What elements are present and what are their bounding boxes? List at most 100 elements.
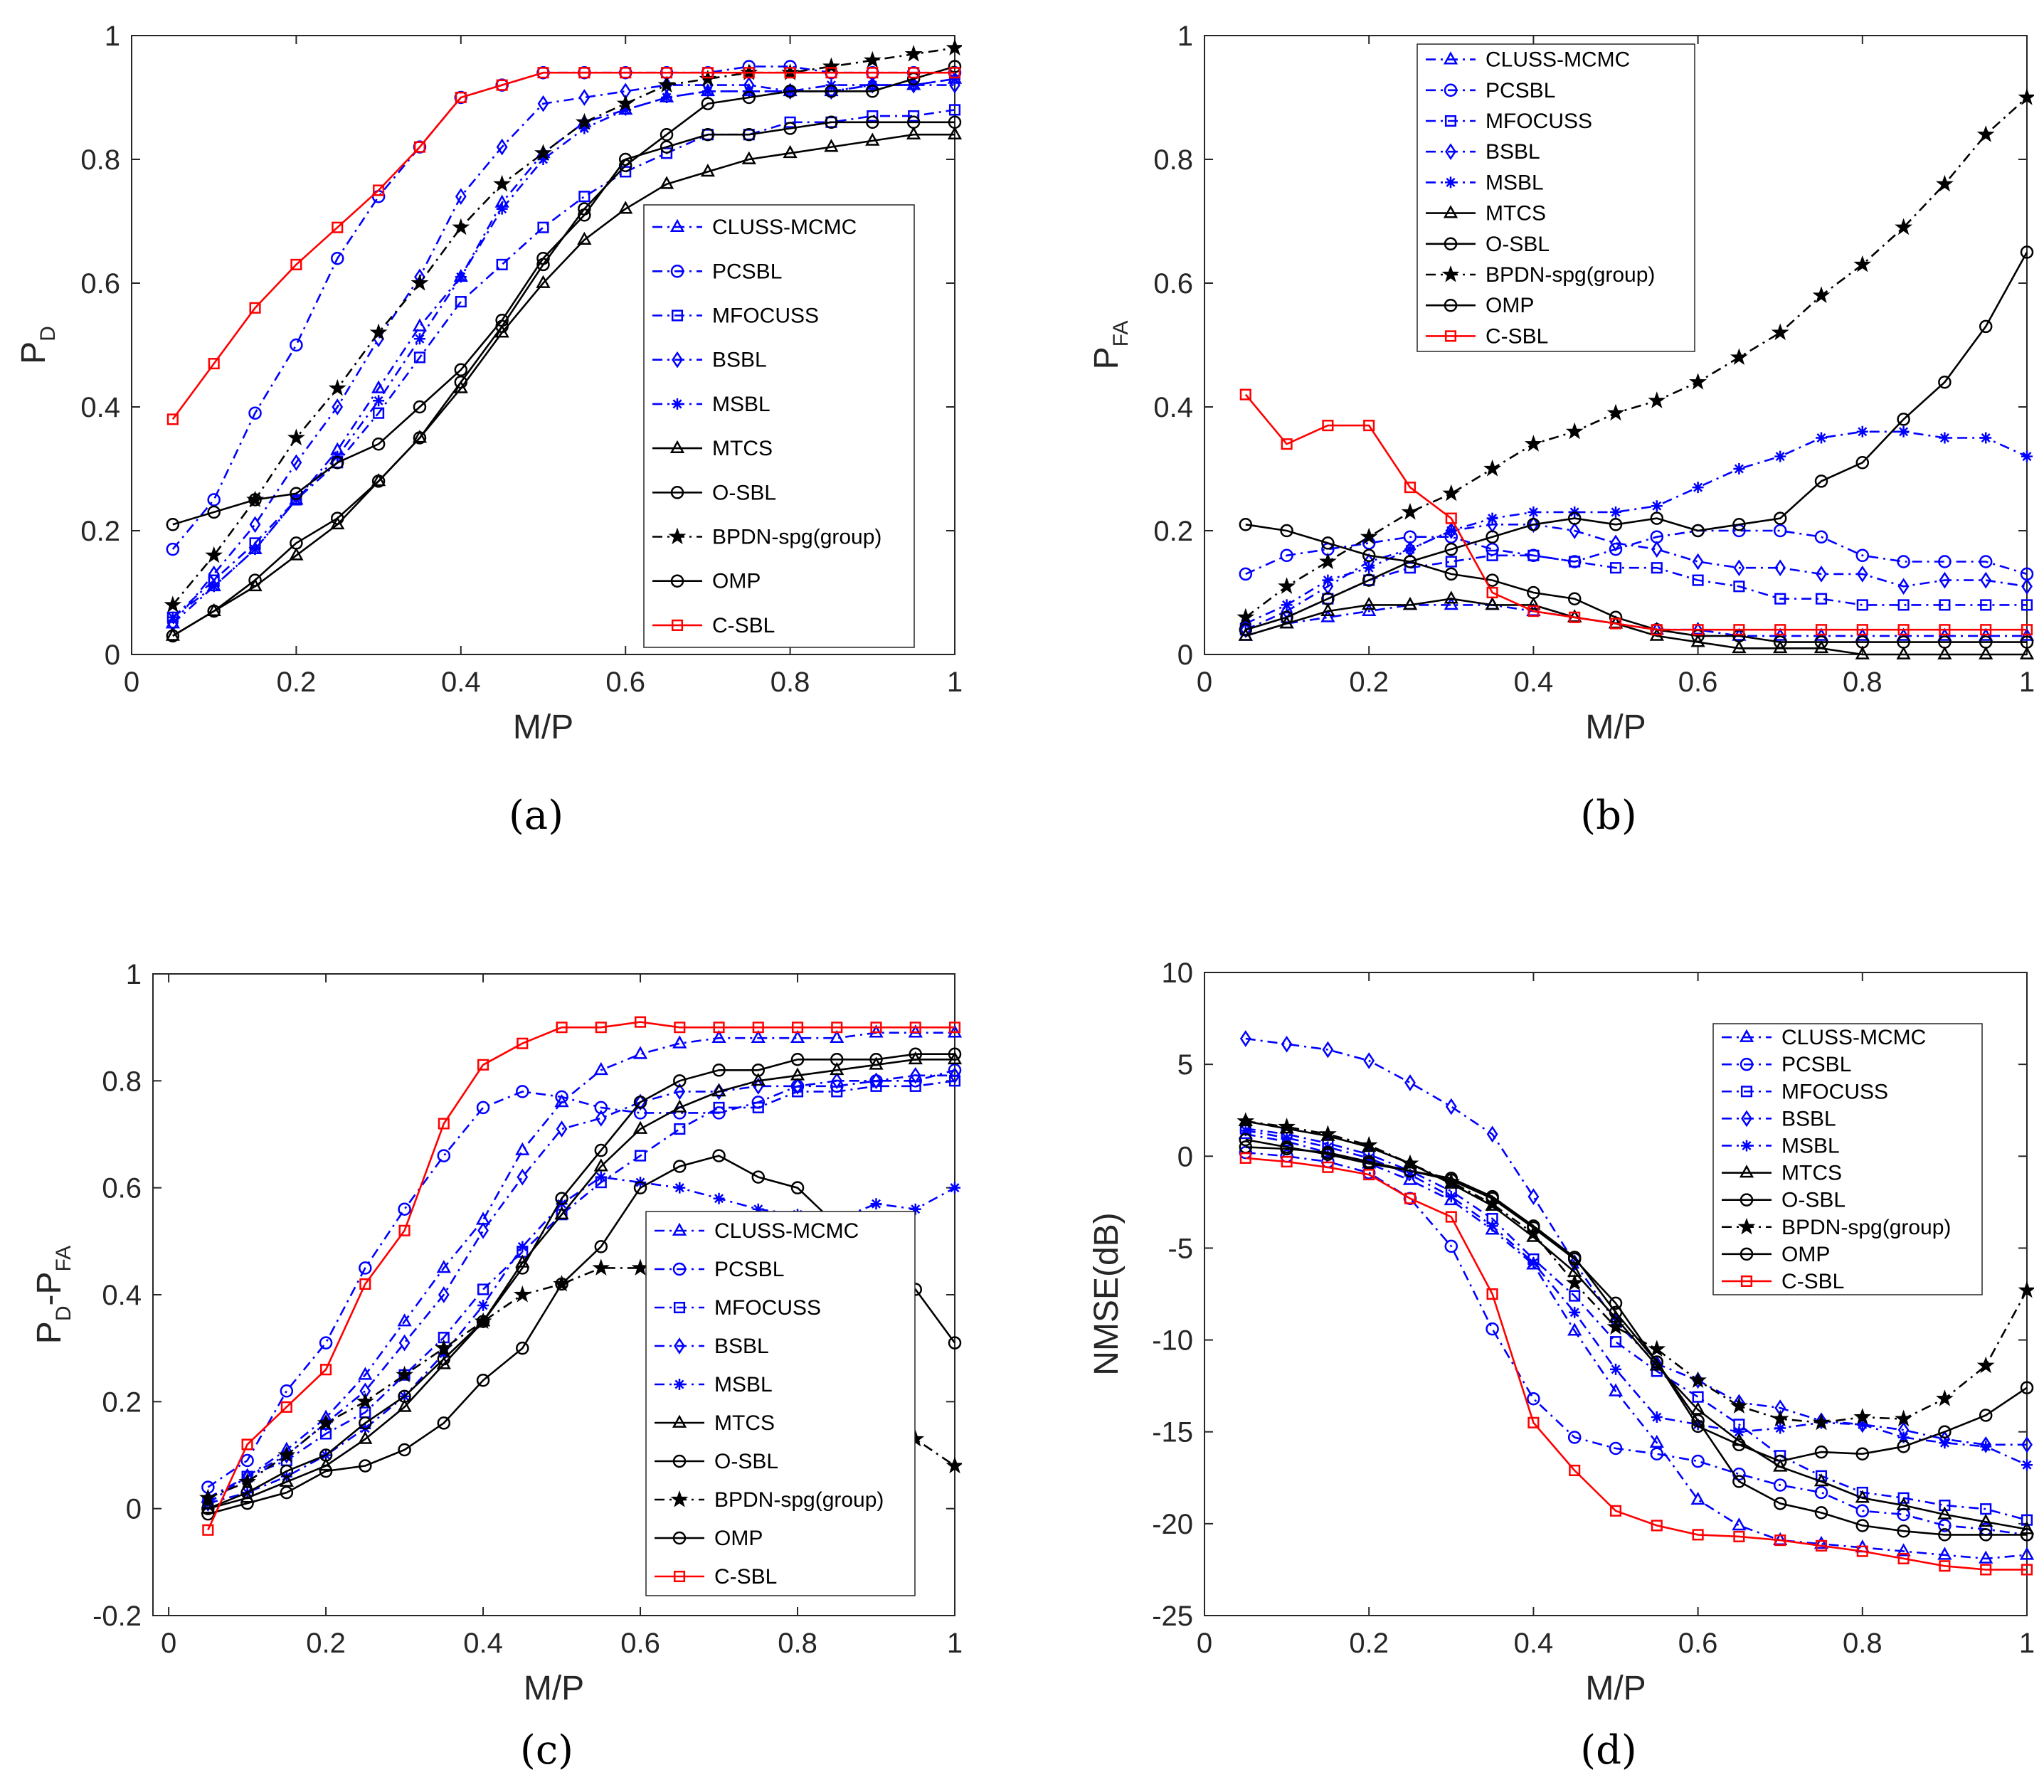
legend-label: PCSBL — [712, 260, 782, 283]
data-point-bpdn-spg-group — [1278, 577, 1296, 594]
series-mtcs — [201, 1051, 962, 1514]
data-point-bpdn-spg-group — [356, 1392, 374, 1409]
series-line-c-sbl — [1244, 393, 2027, 631]
data-point-c-sbl — [290, 258, 302, 270]
data-point-omp — [1527, 1221, 1540, 1235]
legend-item-o-sbl: O-SBL — [1426, 233, 1550, 256]
data-point-c-sbl — [1239, 388, 1251, 401]
data-point-bpdn-spg-group — [1237, 1112, 1255, 1129]
legend-marker — [672, 351, 683, 369]
data-point-pcsbl — [207, 493, 221, 507]
data-point-mtcs — [1979, 646, 1993, 659]
y-tick-label: 0.6 — [80, 268, 120, 299]
data-point-mfocuss — [1774, 593, 1786, 605]
data-point-o-sbl — [825, 115, 838, 129]
data-point-bsbl — [2021, 1436, 2033, 1453]
legend-marker — [1741, 1140, 1752, 1152]
legend-item-bpdn-spg-group: BPDN-spg(group) — [652, 526, 881, 549]
data-point-msbl — [1651, 1411, 1663, 1423]
data-point-cluss-mcmc — [593, 1061, 608, 1076]
data-point-mfocuss — [1527, 549, 1540, 561]
legend-item-pcsbl: PCSBL — [652, 260, 782, 283]
legend-label: OMP — [712, 570, 761, 593]
legend-label: CLUSS-MCMC — [714, 1219, 859, 1243]
data-point-c-sbl — [1322, 1161, 1334, 1173]
data-point-bpdn-spg-group — [1524, 435, 1542, 452]
data-point-mfocuss — [455, 296, 467, 308]
data-point-o-sbl — [751, 1064, 766, 1077]
chart-a-svg: 0 0.2 0.4 0.6 0.8 1 0 0.2 0.4 0.6 0.8 1 M/P PD CLUSS-M… — [15, 21, 963, 839]
y-tick-label: 0.8 — [102, 1066, 142, 1097]
data-point-msbl — [1856, 425, 1868, 438]
legend-label: OMP — [1781, 1243, 1830, 1266]
legend-marker — [670, 1490, 689, 1507]
legend-marker — [670, 486, 684, 499]
x-axis-label: M/P — [513, 709, 573, 746]
chart-b-svg: 0 0.2 0.4 0.6 0.8 1 0 0.2 0.4 0.6 0.8 1 M/P PFA CLUSS-… — [1088, 21, 2035, 839]
data-point-omp — [1567, 1252, 1582, 1266]
y-tick-label: -25 — [1152, 1601, 1193, 1632]
series-c-sbl — [1239, 388, 2033, 636]
data-point-o-sbl — [1938, 635, 1952, 649]
y-tick-label: 0.8 — [80, 144, 120, 176]
data-point-bpdn-spg-group — [1936, 1389, 1954, 1406]
data-point-bsbl — [1569, 522, 1581, 539]
data-point-mfocuss — [867, 110, 879, 122]
legend-label: O-SBL — [712, 481, 776, 504]
data-point-msbl — [752, 1203, 764, 1215]
y-tick-label: -0.2 — [92, 1601, 142, 1632]
data-point-bpdn-spg-group — [287, 428, 305, 446]
data-point-mtcs — [947, 126, 962, 140]
data-point-o-sbl — [1814, 1506, 1828, 1520]
data-point-cluss-mcmc — [436, 1260, 451, 1273]
legend-item-o-sbl: O-SBL — [1722, 1189, 1846, 1212]
series-line-mtcs — [207, 1059, 955, 1510]
series-line-c-sbl — [171, 71, 955, 420]
data-point-pcsbl — [1938, 555, 1952, 568]
data-point-o-sbl — [1814, 635, 1828, 649]
data-point-pcsbl — [516, 1085, 529, 1098]
legend-item-c-sbl: C-SBL — [652, 614, 775, 637]
data-point-msbl — [1856, 1419, 1868, 1431]
legend-box — [1416, 43, 1695, 352]
data-point-pcsbl — [1855, 1504, 1870, 1518]
legend-label: CLUSS-MCMC — [1781, 1026, 1926, 1049]
chart-c-svg: 0 0.2 0.4 0.6 0.8 1 -0.2 0 0.2 0.4 0.6 0.8 1 M/P PD-PF… — [31, 959, 963, 1774]
data-point-bpdn-spg-group — [1565, 422, 1584, 440]
legend-item-o-sbl: O-SBL — [652, 481, 776, 504]
data-point-bpdn-spg-group — [1812, 1413, 1831, 1431]
data-point-c-sbl — [1856, 1545, 1868, 1557]
data-point-o-sbl — [790, 1053, 805, 1066]
data-point-msbl — [1322, 574, 1334, 586]
data-point-msbl — [1897, 425, 1910, 438]
data-point-bsbl — [455, 188, 467, 206]
data-point-bpdn-spg-group — [822, 57, 840, 75]
data-point-cluss-mcmc — [1362, 603, 1377, 616]
x-tick-label: 0.6 — [620, 1628, 660, 1659]
data-point-pcsbl — [437, 1149, 451, 1162]
data-point-mtcs — [2019, 1521, 2034, 1534]
series-line-mfocuss — [1245, 1128, 2028, 1521]
data-point-omp — [1732, 1438, 1746, 1452]
legend-item-bpdn-spg-group: BPDN-spg(group) — [1722, 1216, 1951, 1239]
data-point-c-sbl — [1486, 1288, 1498, 1300]
legend-label: MSBL — [1781, 1134, 1840, 1157]
data-point-mfocuss — [1733, 580, 1745, 593]
legend-item-mtcs: MTCS — [1426, 202, 1546, 226]
data-point-cluss-mcmc — [711, 1029, 726, 1044]
data-point-o-sbl — [437, 1352, 451, 1366]
series-line-bsbl — [207, 1074, 955, 1505]
legend-label: MTCS — [1781, 1162, 1842, 1185]
data-point-c-sbl — [1774, 624, 1786, 636]
data-point-omp — [476, 1374, 490, 1387]
data-point-bsbl — [438, 1286, 450, 1303]
series-o-sbl — [201, 1047, 962, 1515]
data-point-bsbl — [290, 454, 302, 472]
data-point-mtcs — [618, 201, 633, 214]
data-point-c-sbl — [517, 1037, 529, 1049]
data-point-omp — [1321, 592, 1335, 605]
x-tick-label: 1 — [947, 667, 963, 698]
data-point-mfocuss — [1980, 599, 1992, 611]
data-point-mfocuss — [752, 1101, 764, 1113]
data-point-msbl — [674, 1182, 686, 1194]
